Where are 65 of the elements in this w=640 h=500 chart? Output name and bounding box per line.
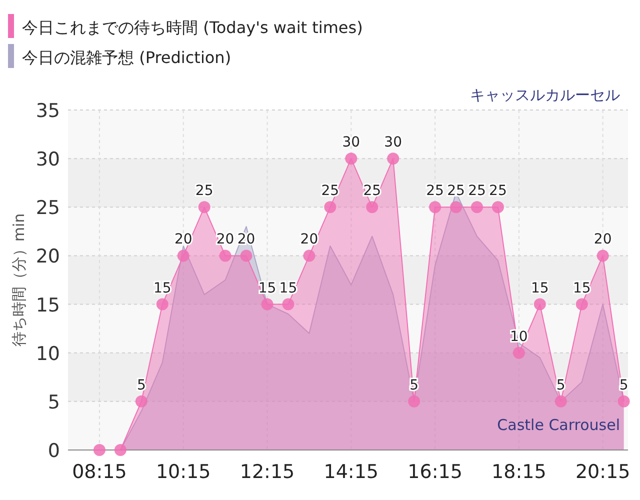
y-tick-label: 30 (36, 148, 60, 171)
data-label: 5 (556, 377, 566, 394)
x-tick-label: 20:15 (575, 461, 630, 483)
point (282, 298, 294, 310)
data-label: 5 (410, 377, 419, 394)
data-label: 15 (279, 280, 298, 296)
y-tick-label: 20 (36, 246, 60, 268)
y-tick-label: 10 (36, 342, 60, 365)
point (177, 250, 190, 262)
point (324, 201, 336, 214)
y-tick-label: 25 (36, 197, 60, 220)
data-label: 25 (195, 183, 214, 200)
x-tick-label: 16:15 (408, 461, 462, 483)
point (345, 152, 358, 165)
x-tick-label: 10:15 (156, 461, 211, 483)
x-tick-label: 12:15 (240, 461, 295, 483)
data-label: 25 (321, 183, 340, 200)
data-label: 5 (136, 377, 146, 394)
y-tick-label: 15 (36, 294, 60, 316)
x-tick-label: 08:15 (72, 461, 127, 483)
y-tick-label: 0 (48, 440, 60, 462)
point (408, 395, 420, 408)
data-label: 25 (489, 183, 507, 200)
y-tick-label: 5 (48, 391, 60, 414)
point (366, 201, 378, 214)
x-tick-label: 14:15 (324, 461, 379, 483)
point (387, 152, 400, 165)
point (303, 250, 316, 262)
point (219, 250, 232, 262)
data-label: 15 (258, 280, 276, 296)
data-label: 10 (510, 328, 528, 345)
data-label: 30 (342, 134, 360, 151)
text: キャッスルカルーセル (470, 86, 620, 104)
data-label: 15 (530, 280, 549, 296)
legend-label: 今日の混雑予想 (Prediction) (22, 48, 232, 67)
point (554, 395, 567, 408)
point (198, 201, 210, 214)
data-label: 15 (153, 280, 172, 296)
data-label: 20 (594, 232, 612, 248)
point (492, 201, 504, 214)
point (534, 298, 546, 310)
point (114, 444, 126, 456)
data-label: 25 (447, 183, 465, 200)
data-label: 15 (572, 280, 591, 296)
point (93, 444, 106, 456)
point (135, 395, 148, 408)
data-label: 20 (237, 232, 256, 248)
point (261, 298, 274, 310)
point (470, 201, 483, 214)
point (429, 201, 442, 214)
point (156, 298, 168, 310)
annotation: Castle Carrousel (497, 416, 620, 434)
y-axis-title: 待ち時間（分）min (10, 213, 28, 347)
data-label: 25 (468, 183, 486, 200)
data-label: 30 (384, 134, 402, 151)
point (240, 250, 252, 262)
point (512, 346, 525, 359)
y-tick-label: 35 (36, 100, 60, 122)
data-label: 25 (426, 183, 444, 200)
legend-label: 今日これまでの待ち時間 (Today's wait times) (22, 18, 363, 37)
point (596, 250, 609, 262)
point (576, 298, 588, 310)
point (450, 201, 462, 214)
x-tick-label: 18:15 (492, 461, 546, 483)
point (618, 395, 630, 408)
